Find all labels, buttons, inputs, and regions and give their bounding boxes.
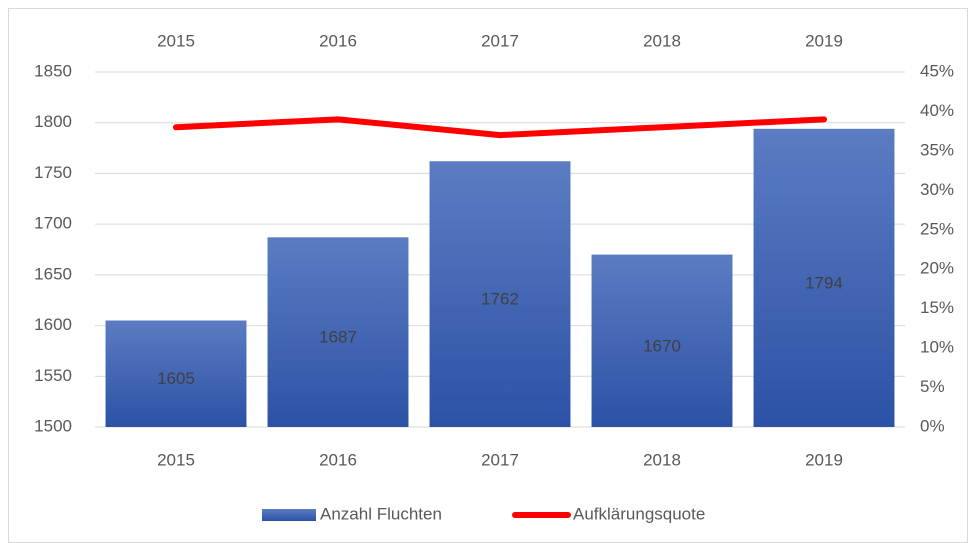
x2-tick-label: 2017 — [481, 31, 519, 50]
y-tick-label: 1500 — [34, 416, 72, 435]
y2-tick-label: 0% — [920, 416, 945, 435]
data-label: 1687 — [319, 328, 357, 347]
x2-tick-label: 2018 — [643, 31, 681, 50]
y-tick-label: 1600 — [34, 315, 72, 334]
y2-tick-label: 20% — [920, 259, 954, 278]
x2-tick-label: 2016 — [319, 31, 357, 50]
x2-tick-label: 2015 — [157, 31, 195, 50]
y-tick-label: 1550 — [34, 366, 72, 385]
x-tick-label: 2015 — [157, 450, 195, 469]
legend-label: Anzahl Fluchten — [320, 504, 442, 523]
y2-tick-label: 45% — [920, 61, 954, 80]
y-tick-label: 1800 — [34, 112, 72, 131]
y-tick-label: 1750 — [34, 163, 72, 182]
legend-swatch — [262, 509, 316, 521]
legend-label: Aufklärungsquote — [573, 504, 705, 523]
x-tick-label: 2016 — [319, 450, 357, 469]
x-tick-label: 2017 — [481, 450, 519, 469]
y2-tick-label: 35% — [920, 140, 954, 159]
bar — [591, 254, 733, 427]
y2-tick-label: 10% — [920, 338, 954, 357]
y-tick-label: 1850 — [34, 61, 72, 80]
x-tick-label: 2019 — [805, 450, 843, 469]
y2-tick-label: 15% — [920, 298, 954, 317]
y-tick-label: 1700 — [34, 214, 72, 233]
bar — [753, 128, 895, 428]
data-label: 1670 — [643, 336, 681, 355]
data-label: 1762 — [481, 290, 519, 309]
y2-tick-label: 5% — [920, 377, 945, 396]
y2-tick-label: 30% — [920, 180, 954, 199]
data-label: 1794 — [805, 273, 843, 292]
bar — [429, 161, 571, 427]
bar — [105, 320, 247, 427]
line — [173, 116, 827, 139]
x-tick-label: 2018 — [643, 450, 681, 469]
y2-tick-label: 25% — [920, 219, 954, 238]
x2-tick-label: 2019 — [805, 31, 843, 50]
y2-tick-label: 40% — [920, 101, 954, 120]
y-tick-label: 1650 — [34, 264, 72, 283]
data-label: 1605 — [157, 369, 195, 388]
bar — [267, 237, 409, 427]
